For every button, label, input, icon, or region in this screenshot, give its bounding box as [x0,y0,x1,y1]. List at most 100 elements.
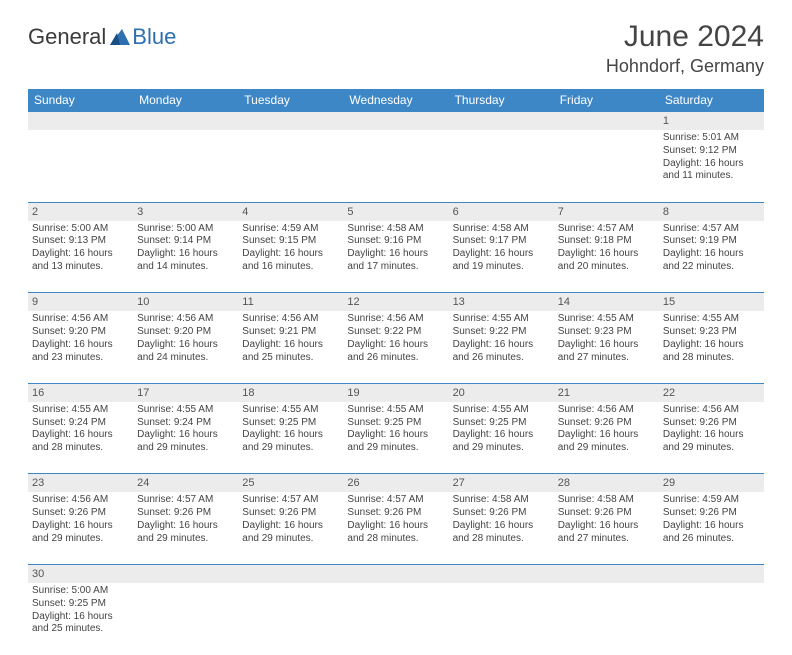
day-number-row: 16171819202122 [28,383,764,402]
day-ss: Sunset: 9:25 PM [242,417,339,430]
day-content-cell: Sunrise: 4:55 AMSunset: 9:24 PMDaylight:… [133,402,238,474]
day-number-row: 30 [28,564,764,583]
day-d1: Daylight: 16 hours [453,429,550,442]
day-d1: Daylight: 16 hours [32,339,129,352]
day-d1: Daylight: 16 hours [32,611,129,624]
day-number-cell: 25 [238,474,343,493]
day-number-cell: 18 [238,383,343,402]
day-d2: and 29 minutes. [453,442,550,455]
day-content-cell [28,130,133,202]
day-d2: and 26 minutes. [663,533,760,546]
day-header: Saturday [659,89,764,112]
day-number-cell: 17 [133,383,238,402]
day-d2: and 25 minutes. [32,623,129,636]
day-content-cell [133,583,238,655]
day-number-cell: 29 [659,474,764,493]
day-sr: Sunrise: 4:56 AM [558,404,655,417]
day-d2: and 29 minutes. [137,533,234,546]
day-content-cell: Sunrise: 4:58 AMSunset: 9:26 PMDaylight:… [554,492,659,564]
day-content-row: Sunrise: 4:56 AMSunset: 9:26 PMDaylight:… [28,492,764,564]
day-ss: Sunset: 9:25 PM [347,417,444,430]
day-content-cell: Sunrise: 4:58 AMSunset: 9:16 PMDaylight:… [343,221,448,293]
day-number-cell: 2 [28,202,133,221]
day-number-cell: 8 [659,202,764,221]
day-ss: Sunset: 9:13 PM [32,235,129,248]
day-number-cell: 15 [659,293,764,312]
day-sr: Sunrise: 5:01 AM [663,132,760,145]
day-content-cell: Sunrise: 4:57 AMSunset: 9:26 PMDaylight:… [343,492,448,564]
logo: General Blue [28,20,176,50]
day-header: Monday [133,89,238,112]
day-ss: Sunset: 9:17 PM [453,235,550,248]
day-ss: Sunset: 9:20 PM [137,326,234,339]
day-sr: Sunrise: 4:58 AM [347,223,444,236]
day-content-cell: Sunrise: 5:00 AMSunset: 9:13 PMDaylight:… [28,221,133,293]
day-content-row: Sunrise: 4:55 AMSunset: 9:24 PMDaylight:… [28,402,764,474]
day-number-cell: 27 [449,474,554,493]
day-content-cell: Sunrise: 4:56 AMSunset: 9:26 PMDaylight:… [28,492,133,564]
day-number-cell: 1 [659,112,764,131]
day-d1: Daylight: 16 hours [347,248,444,261]
day-content-cell [449,130,554,202]
day-content-cell [343,583,448,655]
day-ss: Sunset: 9:22 PM [347,326,444,339]
day-content-cell: Sunrise: 4:57 AMSunset: 9:26 PMDaylight:… [133,492,238,564]
day-d2: and 26 minutes. [453,352,550,365]
day-ss: Sunset: 9:26 PM [558,417,655,430]
day-content-cell: Sunrise: 4:55 AMSunset: 9:25 PMDaylight:… [238,402,343,474]
day-ss: Sunset: 9:21 PM [242,326,339,339]
day-sr: Sunrise: 4:57 AM [663,223,760,236]
day-d2: and 27 minutes. [558,352,655,365]
day-number-cell [659,564,764,583]
day-d1: Daylight: 16 hours [32,520,129,533]
day-ss: Sunset: 9:19 PM [663,235,760,248]
day-ss: Sunset: 9:12 PM [663,145,760,158]
day-ss: Sunset: 9:25 PM [32,598,129,611]
day-sr: Sunrise: 4:55 AM [453,313,550,326]
day-number-cell: 14 [554,293,659,312]
day-d1: Daylight: 16 hours [242,248,339,261]
day-sr: Sunrise: 5:00 AM [137,223,234,236]
day-sr: Sunrise: 4:57 AM [558,223,655,236]
day-content-cell: Sunrise: 4:56 AMSunset: 9:21 PMDaylight:… [238,311,343,383]
day-number-cell [554,564,659,583]
day-sr: Sunrise: 4:56 AM [663,404,760,417]
day-content-cell: Sunrise: 4:55 AMSunset: 9:23 PMDaylight:… [659,311,764,383]
day-d2: and 27 minutes. [558,533,655,546]
day-sr: Sunrise: 4:56 AM [137,313,234,326]
day-d1: Daylight: 16 hours [242,520,339,533]
logo-word1: General [28,24,106,50]
day-d1: Daylight: 16 hours [663,248,760,261]
day-d1: Daylight: 16 hours [137,339,234,352]
day-ss: Sunset: 9:20 PM [32,326,129,339]
day-content-cell: Sunrise: 4:57 AMSunset: 9:26 PMDaylight:… [238,492,343,564]
day-d2: and 29 minutes. [347,442,444,455]
day-d1: Daylight: 16 hours [137,520,234,533]
day-d2: and 29 minutes. [663,442,760,455]
day-sr: Sunrise: 4:55 AM [663,313,760,326]
day-number-cell: 13 [449,293,554,312]
day-header: Sunday [28,89,133,112]
day-d2: and 13 minutes. [32,261,129,274]
day-content-cell: Sunrise: 4:55 AMSunset: 9:22 PMDaylight:… [449,311,554,383]
day-ss: Sunset: 9:26 PM [347,507,444,520]
day-d1: Daylight: 16 hours [558,339,655,352]
day-sr: Sunrise: 4:55 AM [347,404,444,417]
day-number-cell: 19 [343,383,448,402]
day-ss: Sunset: 9:26 PM [242,507,339,520]
day-d2: and 29 minutes. [242,442,339,455]
day-sr: Sunrise: 4:55 AM [242,404,339,417]
day-ss: Sunset: 9:23 PM [663,326,760,339]
calendar-table: Sunday Monday Tuesday Wednesday Thursday… [28,89,764,655]
day-d2: and 28 minutes. [347,533,444,546]
day-d1: Daylight: 16 hours [663,520,760,533]
day-sr: Sunrise: 4:58 AM [453,223,550,236]
day-ss: Sunset: 9:16 PM [347,235,444,248]
day-content-cell: Sunrise: 4:57 AMSunset: 9:18 PMDaylight:… [554,221,659,293]
day-d2: and 16 minutes. [242,261,339,274]
day-d1: Daylight: 16 hours [137,429,234,442]
day-number-cell: 30 [28,564,133,583]
day-number-cell [133,564,238,583]
day-header-row: Sunday Monday Tuesday Wednesday Thursday… [28,89,764,112]
day-d1: Daylight: 16 hours [242,339,339,352]
